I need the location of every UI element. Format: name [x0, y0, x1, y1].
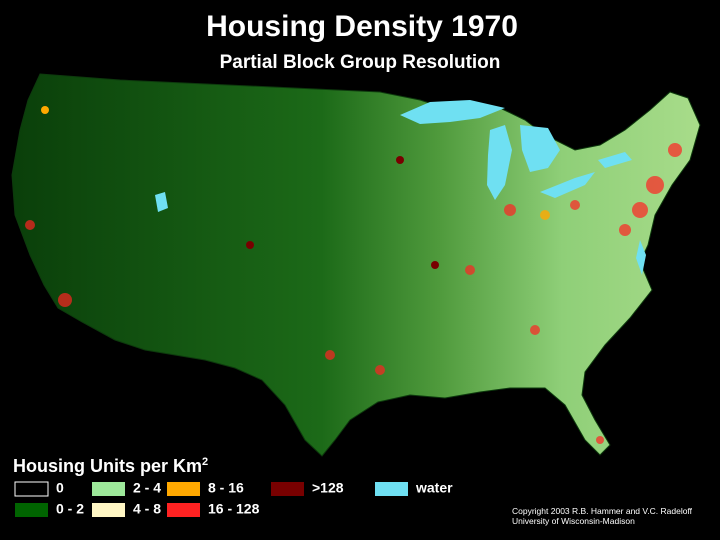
great-salt-lake [155, 192, 168, 212]
legend-label: 16 - 128 [208, 501, 260, 517]
legend: Housing Units per Km2 0 0 - 2 2 - 4 4 - 8 8 … [13, 456, 453, 517]
lake-ontario [598, 152, 632, 168]
urban-area [41, 106, 49, 114]
urban-area [375, 365, 385, 375]
urban-area [570, 200, 580, 210]
credit-line: University of Wisconsin-Madison [512, 516, 635, 526]
chesapeake [636, 240, 646, 275]
credit-line: Copyright 2003 R.B. Hammer and V.C. Rade… [512, 506, 693, 516]
land [11, 73, 701, 457]
water-bodies [155, 100, 646, 275]
legend-swatch [92, 503, 125, 517]
urban-area [465, 265, 475, 275]
legend-title-text: Housing Units per Km [13, 456, 202, 476]
urban-area [646, 176, 664, 194]
map [11, 73, 701, 457]
legend-swatch [14, 481, 49, 497]
legend-label: 2 - 4 [133, 480, 161, 496]
lake-michigan [487, 125, 512, 200]
urban-areas [25, 106, 682, 444]
legend-label: 4 - 8 [133, 501, 161, 517]
urban-area [530, 325, 540, 335]
legend-label: 0 - 2 [56, 501, 84, 517]
lake-huron [520, 125, 560, 172]
urban-area [540, 210, 550, 220]
urban-area [596, 436, 604, 444]
lake-superior [400, 100, 505, 124]
legend-label: water [415, 480, 453, 496]
urban-area [668, 143, 682, 157]
legend-swatch [15, 503, 48, 517]
legend-title: Housing Units per Km2 [13, 456, 208, 476]
urban-area [632, 202, 648, 218]
legend-label: 0 [56, 480, 64, 496]
urban-area [396, 156, 404, 164]
urban-area [58, 293, 72, 307]
legend-swatch [167, 503, 200, 517]
urban-area [504, 204, 516, 216]
legend-label: 8 - 16 [208, 480, 244, 496]
lake-erie [540, 172, 595, 198]
credits: Copyright 2003 R.B. Hammer and V.C. Rade… [512, 506, 693, 526]
legend-swatch [271, 482, 304, 496]
legend-swatch [167, 482, 200, 496]
urban-area [619, 224, 631, 236]
urban-area [25, 220, 35, 230]
urban-area [246, 241, 254, 249]
map-title: Housing Density 1970 [206, 10, 518, 43]
urban-area [431, 261, 439, 269]
legend-label: >128 [312, 480, 344, 496]
legend-swatch [375, 482, 408, 496]
legend-swatch [92, 482, 125, 496]
urban-area [325, 350, 335, 360]
legend-title-superscript: 2 [202, 456, 208, 468]
map-subtitle: Partial Block Group Resolution [220, 52, 501, 73]
